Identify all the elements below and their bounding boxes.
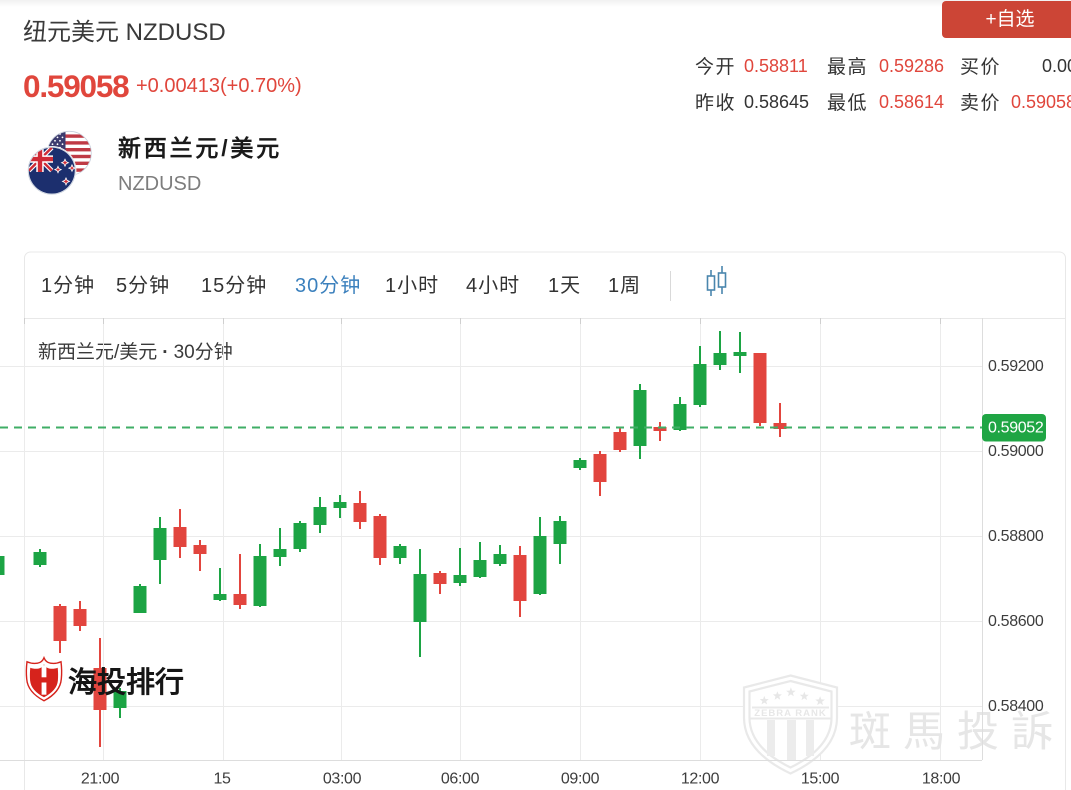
svg-text:15: 15 [213,771,231,788]
svg-text:0.58400: 0.58400 [988,698,1044,715]
svg-text:06:00: 06:00 [441,771,480,788]
svg-text:09:00: 09:00 [561,771,600,788]
svg-text:0.59000: 0.59000 [988,443,1044,460]
svg-text:15:00: 15:00 [801,771,840,788]
svg-text:0.58800: 0.58800 [988,528,1044,545]
svg-text:0.59052: 0.59052 [988,420,1044,437]
svg-text:18:00: 18:00 [922,771,961,788]
svg-text:海投排行: 海投排行 [68,666,184,699]
svg-text:03:00: 03:00 [323,771,362,788]
svg-text:12:00: 12:00 [681,771,720,788]
svg-text:21:00: 21:00 [81,771,120,788]
svg-text:0.58600: 0.58600 [988,613,1044,630]
svg-text:0.59200: 0.59200 [988,358,1044,375]
svg-text:斑馬投訴: 斑馬投訴 [849,708,1065,755]
svg-text:ZEBRA RANK: ZEBRA RANK [754,708,826,719]
